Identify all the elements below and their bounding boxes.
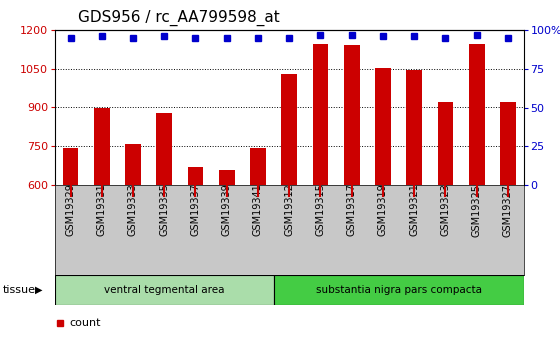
Bar xyxy=(125,145,141,185)
Bar xyxy=(250,148,266,185)
Text: substantia nigra pars compacta: substantia nigra pars compacta xyxy=(316,285,482,295)
Bar xyxy=(500,102,516,185)
Bar xyxy=(344,45,360,185)
Text: ventral tegmental area: ventral tegmental area xyxy=(104,285,225,295)
Bar xyxy=(94,108,110,185)
Text: count: count xyxy=(69,317,100,327)
Bar xyxy=(312,44,328,185)
Bar xyxy=(469,44,484,185)
Bar xyxy=(188,167,203,185)
Bar xyxy=(156,113,172,185)
Text: ▶: ▶ xyxy=(35,285,42,295)
Text: tissue: tissue xyxy=(3,285,36,295)
Bar xyxy=(219,170,235,185)
Bar xyxy=(375,68,391,185)
Bar xyxy=(274,275,524,305)
Bar xyxy=(282,74,297,185)
Text: GDS956 / rc_AA799598_at: GDS956 / rc_AA799598_at xyxy=(78,10,280,26)
Bar xyxy=(407,70,422,185)
Bar xyxy=(438,102,453,185)
Bar xyxy=(63,148,78,185)
Bar xyxy=(55,275,274,305)
